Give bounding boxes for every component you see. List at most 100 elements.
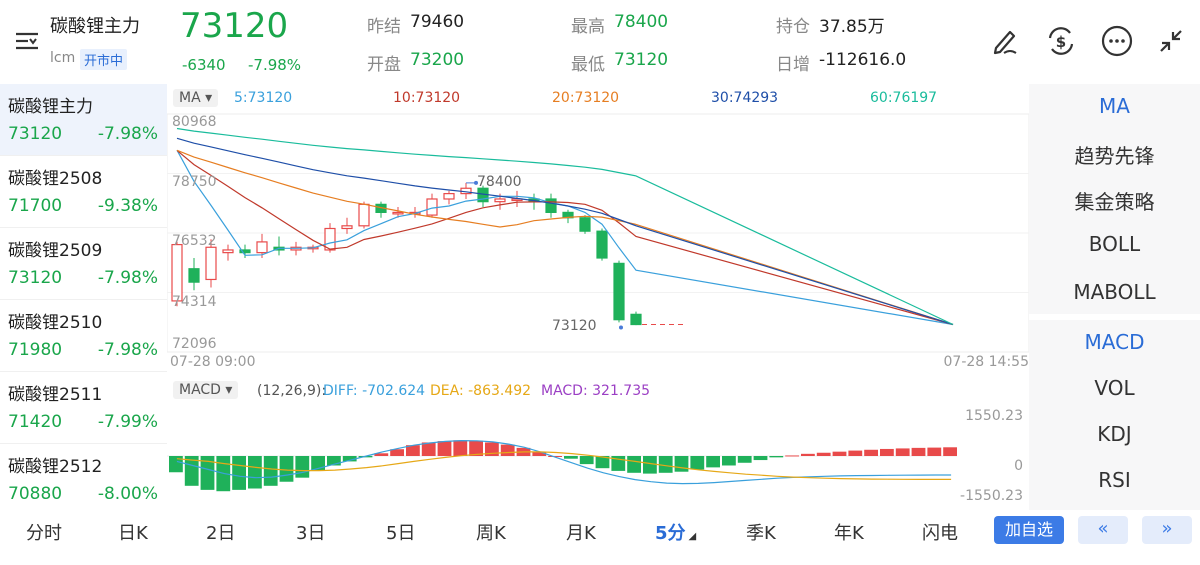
macd-bar (564, 456, 578, 459)
macd-indicator-label: MACD (179, 382, 221, 398)
macd-bar (406, 445, 420, 456)
add-watchlist-button[interactable]: 加自选 (994, 516, 1064, 544)
macd-indicator-select[interactable]: MACD ▾ (173, 381, 239, 399)
macd-bar (390, 449, 404, 456)
macd-bar (785, 455, 799, 457)
macd-bar (658, 456, 673, 473)
y-axis-label: 72096 (172, 336, 217, 352)
tab-flash[interactable]: 闪电 (922, 523, 958, 544)
indicator-vol[interactable]: VOL (1094, 376, 1135, 400)
macd-bar (832, 451, 847, 456)
list-item-pct: -7.98% (97, 124, 158, 144)
tab-week[interactable]: 周K (476, 523, 506, 544)
indicator-ma[interactable]: MA (1099, 94, 1130, 118)
macd-bar (279, 456, 294, 482)
dropdown-icon: ◢ (688, 531, 697, 542)
more-icon[interactable] (1100, 24, 1134, 58)
ma-indicator-label: MA (179, 90, 201, 106)
list-item-price: 73120 (8, 124, 63, 144)
time-end-label: 07-28 14:55 (943, 354, 1029, 370)
macd-bar (674, 456, 689, 472)
list-item-pct: -7.99% (97, 412, 158, 432)
svg-text:$: $ (1056, 33, 1066, 51)
draw-icon[interactable] (988, 24, 1022, 58)
ma20-legend: 20:73120 (552, 90, 620, 106)
menu-icon[interactable] (14, 30, 40, 52)
macd-bar (200, 456, 215, 490)
ma-indicator-select[interactable]: MA ▾ (173, 89, 219, 107)
oi-change-label: 日增 (776, 55, 810, 75)
diff-legend: DIFF: -702.624 (323, 383, 426, 399)
y-axis-label: 80968 (172, 114, 217, 130)
tab-3day[interactable]: 3日 (296, 523, 326, 544)
high-marker-label: 78400 (477, 174, 522, 190)
indicator-macd[interactable]: MACD (1084, 330, 1145, 354)
list-item[interactable]: 碳酸锂2510 71980 -7.98% (0, 300, 167, 372)
indicator-kdj[interactable]: KDJ (1097, 422, 1132, 446)
prev-button[interactable]: « (1078, 516, 1128, 544)
candle (443, 193, 455, 200)
macd-y-label: 1550.23 (965, 408, 1023, 424)
tab-5min-label: 5分 (655, 523, 686, 544)
macd-bar (500, 444, 515, 456)
prev-close-value: 79460 (410, 12, 465, 32)
macd-bar (469, 440, 483, 456)
indicator-trend[interactable]: 趋势先锋 (1074, 144, 1155, 168)
list-item-name: 碳酸锂2511 (8, 385, 103, 405)
macd-bar (169, 456, 183, 473)
y-axis-label: 76532 (172, 233, 217, 249)
tab-month[interactable]: 月K (566, 523, 596, 544)
macd-bar (706, 456, 720, 468)
tab-5day[interactable]: 5日 (386, 523, 416, 544)
tab-2day[interactable]: 2日 (206, 523, 236, 544)
contract-code: lcm (50, 50, 76, 66)
low-marker-dot (619, 325, 623, 330)
list-item[interactable]: 碳酸锂2512 70880 -8.00% (0, 444, 167, 510)
tab-intraday[interactable]: 分时 (26, 523, 62, 544)
price-change: -6340 (182, 56, 226, 74)
list-item[interactable]: 碳酸锂2511 71420 -7.99% (0, 372, 167, 444)
low-marker-label: 73120 (552, 318, 597, 334)
macd-bar (643, 456, 657, 474)
currency-icon[interactable]: $ (1044, 24, 1078, 58)
indicator-boll[interactable]: BOLL (1088, 232, 1141, 256)
tab-year[interactable]: 年K (834, 523, 864, 544)
macd-bar (737, 456, 752, 463)
candle (630, 313, 642, 326)
indicator-strategy[interactable]: 集金策略 (1074, 190, 1155, 214)
indicator-rsi[interactable]: RSI (1098, 468, 1131, 492)
divider (1029, 314, 1200, 320)
main-plot-frame (167, 113, 1029, 353)
list-item[interactable]: 碳酸锂2508 71700 -9.38% (0, 156, 167, 228)
high-marker-dot (474, 180, 478, 185)
macd-bar (232, 456, 246, 490)
list-item-pct: -7.98% (97, 340, 158, 360)
list-item[interactable]: 碳酸锂2509 73120 -7.98% (0, 228, 167, 300)
tab-day[interactable]: 日K (118, 523, 148, 544)
list-item-name: 碳酸锂2508 (8, 169, 103, 189)
indicator-maboll[interactable]: MABOLL (1073, 280, 1156, 304)
low-value: 73120 (614, 50, 669, 70)
macd-bar (690, 456, 705, 470)
open-interest-value: 37.85万 (819, 17, 885, 37)
collapse-icon[interactable] (1154, 24, 1188, 58)
macd-bar (532, 451, 547, 456)
candle (239, 249, 251, 254)
next-button[interactable]: » (1142, 516, 1192, 544)
tab-quarter[interactable]: 季K (746, 523, 776, 544)
macd-bar (295, 456, 310, 478)
open-interest-label: 持仓 (776, 17, 810, 37)
list-item-pct: -8.00% (97, 484, 158, 504)
kline-chart[interactable]: MA ▾ 5:73120 10:73120 20:73120 30:74293 … (167, 84, 1029, 510)
candle (358, 203, 370, 227)
contract-name: 碳酸锂主力 (50, 16, 140, 37)
price-change-pct: -7.98% (248, 56, 302, 74)
chart-canvas[interactable] (167, 84, 1029, 510)
diff-line (176, 439, 952, 485)
list-item[interactable]: 碳酸锂主力 73120 -7.98% (0, 84, 167, 156)
list-item-name: 碳酸锂2510 (8, 313, 103, 333)
macd-bar (848, 450, 863, 456)
ma5-legend: 5:73120 (234, 90, 293, 106)
tab-5min[interactable]: 5分 ◢ (655, 519, 696, 545)
candle (596, 230, 608, 259)
